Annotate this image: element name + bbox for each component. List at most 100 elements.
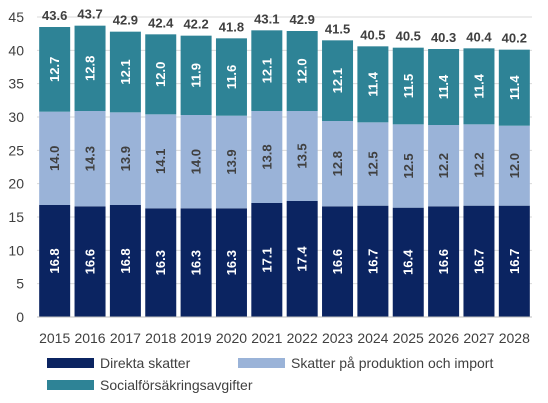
segment-label: 16.7 [471,249,486,274]
bar-segment [109,31,141,113]
segment-label: 16.3 [189,250,204,275]
bar-segment [109,205,141,317]
x-tick-label: 2024 [357,330,388,346]
bar-segment [322,206,354,317]
bar-segment [215,115,247,209]
segment-label: 12.1 [330,68,345,93]
bar-segment [251,203,283,317]
x-tick-label: 2028 [499,330,530,346]
total-label: 42.9 [290,12,315,27]
bar-group: 16.7 12.5 11.4 40.5 [357,27,389,317]
segment-label: 13.9 [118,146,133,171]
bar-segment [39,111,71,205]
segment-label: 16.3 [153,250,168,275]
bar-segment [145,114,177,209]
legend-item-socialforsakringsavgifter: Socialförsäkringsavgifter [47,377,253,393]
segment-label: 12.2 [436,153,451,178]
bar-segment [145,34,177,115]
y-tick-label: 35 [8,76,24,92]
bar-segment [357,46,389,123]
bar-group: 16.3 13.9 11.6 41.8 [215,19,247,317]
y-axis-ticks: 0 5 10 15 20 25 30 35 40 45 [8,9,24,325]
segment-label: 12.1 [118,59,133,84]
segment-label: 16.8 [118,248,133,273]
bar-segment [286,31,318,111]
y-tick-label: 10 [8,242,24,258]
y-tick-label: 25 [8,142,24,158]
segment-label: 12.0 [295,58,310,83]
segment-label: 11.4 [436,74,451,99]
legend-item-direkta-skatter: Direkta skatter [47,355,190,371]
total-label: 41.8 [219,19,244,34]
segment-label: 11.4 [507,75,522,100]
bar-segment [39,27,71,112]
total-label: 40.4 [466,29,492,44]
segment-label: 16.7 [365,249,380,274]
segment-label: 14.1 [153,149,168,174]
bar-segment [498,205,530,317]
bar-group: 16.6 14.3 12.8 43.7 [74,7,106,317]
segment-label: 12.8 [83,56,98,81]
segment-label: 16.6 [436,249,451,274]
y-tick-label: 20 [8,176,24,192]
bar-segment [251,30,283,111]
total-label: 43.1 [254,11,279,26]
bar-segment [392,124,424,208]
segment-label: 17.1 [259,247,274,272]
total-label: 40.5 [396,29,421,44]
segment-label: 16.7 [507,249,522,274]
x-tick-label: 2017 [110,330,141,346]
segment-label: 17.4 [295,246,310,272]
legend-swatch-skatter-pa-produktion [238,358,285,368]
x-axis-ticks: 2015 2016 2017 2018 2019 2020 2021 2022 2023 2024… [39,330,530,346]
segment-label: 11.6 [224,65,239,90]
bar-segment [286,201,318,317]
total-label: 43.7 [77,7,102,22]
bar-segment [180,35,212,115]
total-label: 40.2 [502,31,527,46]
bar-segment [74,206,106,317]
x-tick-label: 2023 [322,330,353,346]
legend-swatch-socialforsakringsavgifter [47,380,94,390]
x-tick-label: 2021 [251,330,282,346]
segment-label: 11.4 [471,73,486,98]
bar-segment [215,38,247,116]
segment-label: 13.9 [224,149,239,174]
segment-label: 12.0 [507,153,522,178]
segment-label: 12.2 [471,152,486,177]
bar-segment [357,122,389,206]
bar-segment [180,208,212,317]
y-tick-label: 45 [8,9,24,25]
segment-label: 16.8 [47,248,62,273]
x-tick-label: 2020 [216,330,247,346]
bar-segment [392,47,424,125]
segment-label: 12.7 [47,57,62,82]
bar-segment [428,125,460,207]
segment-label: 12.5 [401,153,416,178]
bar-segment [322,40,354,122]
segment-label: 16.4 [401,249,416,275]
bar-segment [498,49,530,126]
segment-label: 11.5 [401,74,416,99]
legend-label-direkta-skatter: Direkta skatter [100,355,191,371]
bar-group: 16.4 12.5 11.5 40.5 [392,29,424,317]
y-tick-label: 5 [16,276,24,292]
y-tick-label: 15 [8,209,24,225]
bar-segment [74,25,106,112]
bar-segment [180,115,212,209]
bar-group: 16.7 12.0 11.4 40.2 [498,31,530,317]
bar-group: 16.6 12.8 12.1 41.5 [322,21,354,317]
bar-segment [463,48,495,125]
legend-swatch-direkta-skatter [47,358,94,368]
segment-label: 11.4 [365,71,380,96]
bar-segment [428,206,460,317]
bar-group: 16.6 12.2 11.4 40.3 [428,30,460,317]
segment-label: 12.5 [365,151,380,176]
segment-label: 13.5 [295,143,310,168]
legend-label-socialforsakringsavgifter: Socialförsäkringsavgifter [100,377,253,393]
total-label: 41.5 [325,21,350,36]
segment-label: 12.0 [153,62,168,87]
bar-group: 16.7 12.2 11.4 40.4 [463,29,495,317]
bar-segment [463,205,495,317]
